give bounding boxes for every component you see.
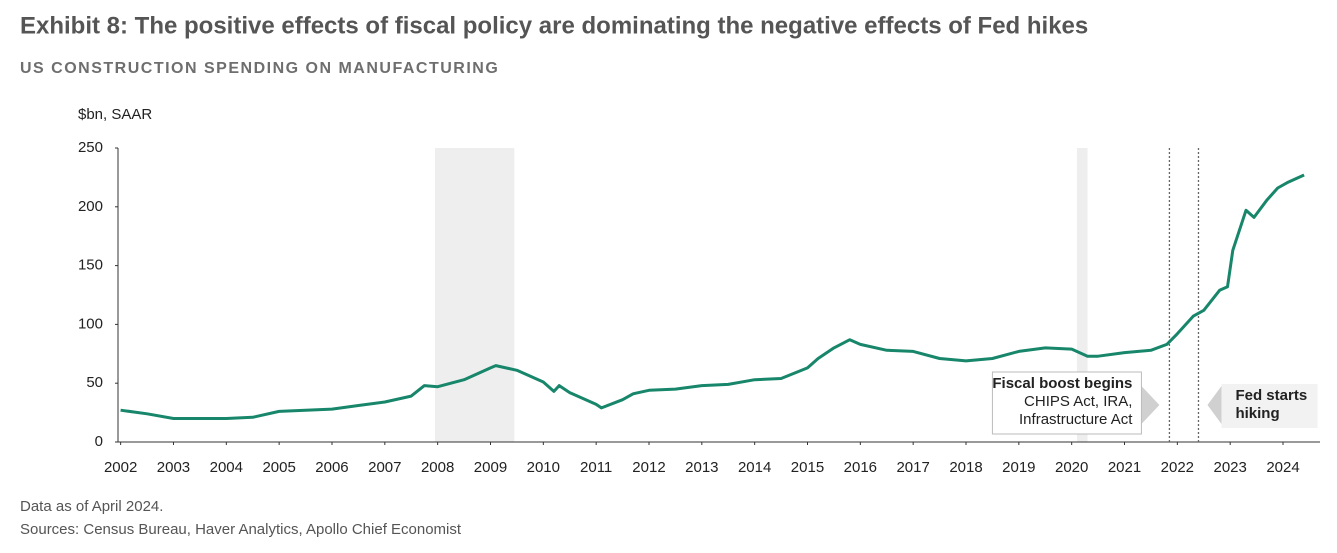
x-tick-label: 2020 xyxy=(1055,459,1088,476)
recession-band xyxy=(1076,148,1088,442)
x-tick-label: 2005 xyxy=(262,459,295,476)
x-tick-label: 2004 xyxy=(210,459,243,476)
x-tick-label: 2010 xyxy=(527,459,560,476)
note: Sources: Census Bureau, Haver Analytics,… xyxy=(20,521,462,538)
y-axis-label: $bn, SAAR xyxy=(78,106,152,123)
x-tick-label: 2003 xyxy=(157,459,190,476)
callout-text: hiking xyxy=(1235,405,1279,422)
callout-text: Infrastructure Act xyxy=(1019,411,1133,428)
y-tick-label: 50 xyxy=(86,374,103,391)
x-tick-label: 2018 xyxy=(949,459,982,476)
recession-band xyxy=(435,148,515,442)
x-tick-label: 2014 xyxy=(738,459,771,476)
callout-text: Fed starts xyxy=(1235,387,1307,404)
callout-box xyxy=(1221,384,1318,428)
x-tick-label: 2022 xyxy=(1161,459,1194,476)
chart-subtitle: US CONSTRUCTION SPENDING ON MANUFACTURIN… xyxy=(20,60,499,77)
x-tick-label: 2008 xyxy=(421,459,454,476)
x-tick-label: 2024 xyxy=(1266,459,1299,476)
chart-title: Exhibit 8: The positive effects of fisca… xyxy=(20,12,1088,39)
y-tick-label: 0 xyxy=(95,433,103,450)
x-tick-label: 2023 xyxy=(1213,459,1246,476)
x-tick-label: 2015 xyxy=(791,459,824,476)
x-tick-label: 2011 xyxy=(580,459,612,476)
callout-arrow xyxy=(1141,386,1160,424)
callout-text: Fiscal boost begins xyxy=(992,375,1132,392)
note: Data as of April 2024. xyxy=(20,498,163,515)
x-tick-label: 2019 xyxy=(1002,459,1035,476)
callout-text: CHIPS Act, IRA, xyxy=(1024,393,1132,410)
x-tick-label: 2016 xyxy=(844,459,877,476)
x-tick-label: 2002 xyxy=(104,459,137,476)
data-line xyxy=(120,173,1305,420)
y-tick-label: 250 xyxy=(78,139,103,156)
x-tick-label: 2009 xyxy=(474,459,507,476)
x-tick-label: 2012 xyxy=(632,459,665,476)
x-tick-label: 2017 xyxy=(896,459,929,476)
x-tick-label: 2021 xyxy=(1108,459,1141,476)
callout-arrow xyxy=(1207,386,1222,424)
y-tick-label: 100 xyxy=(78,315,103,332)
y-tick-label: 200 xyxy=(78,198,103,215)
x-tick-label: 2006 xyxy=(315,459,348,476)
y-tick-label: 150 xyxy=(78,257,103,274)
x-tick-label: 2013 xyxy=(685,459,718,476)
callout-box xyxy=(991,371,1142,435)
x-tick-label: 2007 xyxy=(368,459,401,476)
